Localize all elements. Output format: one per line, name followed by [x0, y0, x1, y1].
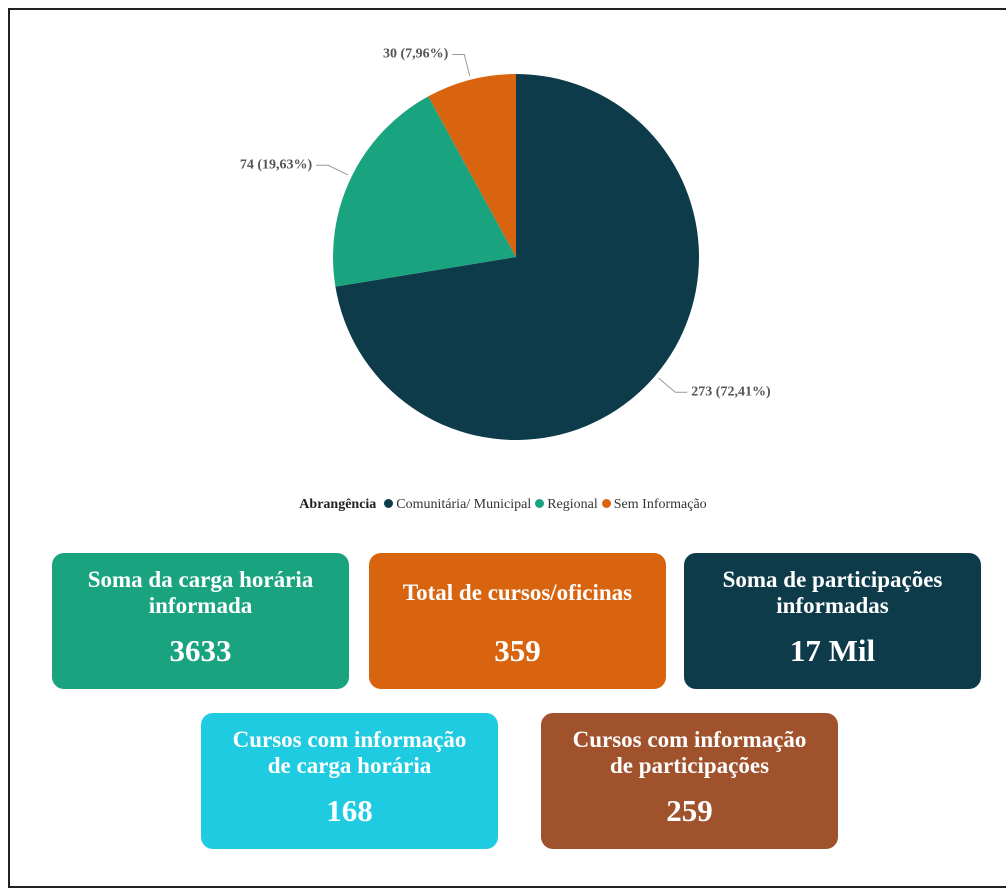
- legend-marker: [601, 499, 611, 508]
- card-title: Soma de participações informadas: [722, 567, 943, 618]
- pie-chart: 273 (72,41%) 74 (19,63%) 30 (7,96%): [240, 47, 771, 440]
- legend: Abrangência Comunitária/ Municipal Regiona…: [0, 497, 1006, 513]
- card-title: Cursos com informação de carga horária: [232, 727, 467, 778]
- legend-marker: [535, 499, 545, 508]
- leader-line: [452, 53, 471, 76]
- card-title: Total de cursos/oficinas: [402, 580, 633, 605]
- pie-slice: [333, 96, 516, 287]
- pie-slice: [428, 74, 516, 257]
- data-label: 273 (72,41%): [691, 385, 771, 400]
- card-value: 3633: [169, 633, 232, 668]
- data-label: 74 (19,63%): [240, 158, 313, 173]
- card-value: 259: [666, 793, 713, 828]
- legend-title: Abrangência: [299, 497, 377, 512]
- pie-slice: [335, 74, 699, 440]
- dashboard: 273 (72,41%) 74 (19,63%) 30 (7,96%) Abrang…: [0, 8, 1006, 888]
- legend-marker: [384, 499, 394, 508]
- leader-line: [658, 377, 688, 393]
- legend-label: Sem Informação: [613, 497, 707, 512]
- leader-line: [316, 164, 349, 176]
- kpi-card: Cursos com informação de carga horária 16…: [201, 713, 498, 849]
- kpi-card: Total de cursos/oficinas 359: [369, 553, 666, 689]
- card-title: Cursos com informação de participações: [572, 727, 807, 778]
- card-title: Soma da carga horária informada: [87, 567, 314, 618]
- legend-label: Regional: [547, 497, 598, 512]
- data-label: 30 (7,96%): [383, 47, 449, 62]
- kpi-card: Soma de participações informadas 17 Mil: [684, 553, 981, 689]
- card-value: 17 Mil: [789, 633, 876, 668]
- kpi-card: Soma da carga horária informada 3633: [52, 553, 349, 689]
- card-value: 359: [494, 633, 541, 668]
- card-value: 168: [326, 793, 373, 828]
- kpi-card: Cursos com informação de participações 25…: [541, 713, 838, 849]
- legend-label: Comunitária/ Municipal: [396, 497, 532, 512]
